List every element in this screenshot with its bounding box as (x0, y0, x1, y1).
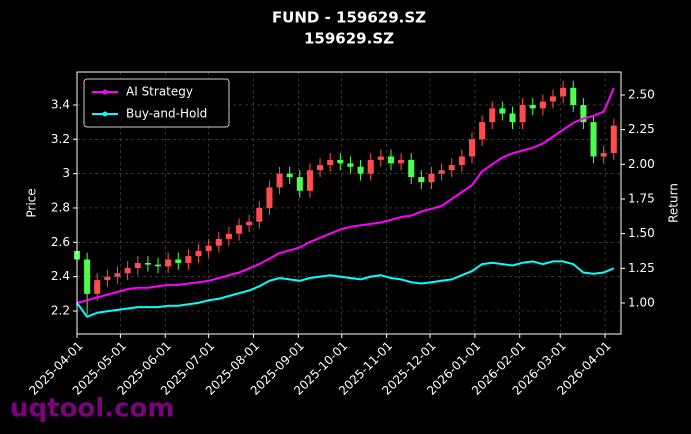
candle-body (266, 187, 273, 208)
y2-axis-label: Return (667, 183, 681, 223)
candle-body (246, 221, 253, 226)
candle-body (347, 163, 354, 167)
candle-body (154, 264, 162, 267)
candle-body (489, 108, 496, 123)
legend-marker (102, 89, 108, 95)
y-tick-label: 3 (62, 166, 70, 180)
candle-body (236, 225, 243, 234)
candle-body (144, 262, 151, 265)
candle-body (509, 113, 516, 123)
candle-body (408, 159, 415, 178)
candle-body (590, 122, 597, 157)
y2-tick-label: 2.50 (628, 88, 655, 102)
candle-body (610, 125, 617, 154)
candle-body (357, 166, 364, 174)
candle-body (580, 104, 587, 123)
candle-body (479, 122, 486, 140)
legend-box (83, 78, 230, 128)
candle-body (377, 156, 384, 160)
candle-body (317, 165, 324, 171)
candle-body (539, 101, 546, 109)
candle-body (296, 177, 303, 191)
candle-body (448, 165, 455, 171)
legend-label: Buy-and-Hold (126, 107, 207, 121)
candle-body (560, 87, 567, 97)
y2-tick-label: 1.25 (628, 261, 655, 275)
candle-body (327, 159, 334, 166)
y2-tick-label: 1.50 (628, 226, 655, 240)
candle-body (165, 259, 172, 267)
candle-body (215, 238, 222, 246)
candle-body (458, 156, 465, 166)
candle-body (428, 173, 435, 183)
legend-label: AI Strategy (126, 85, 193, 99)
candle-body (175, 259, 182, 263)
candle-body (529, 104, 536, 109)
candle-body (398, 159, 405, 164)
y-tick-label: 2.8 (51, 200, 70, 214)
candle-body (519, 104, 526, 123)
candle-body (114, 273, 121, 277)
candle-body (549, 96, 557, 102)
y2-tick-label: 2.00 (628, 157, 655, 171)
y2-tick-label: 2.25 (628, 122, 655, 136)
candle-body (418, 177, 425, 183)
candle-body (195, 250, 202, 257)
candle-body (185, 256, 192, 263)
candle-body (367, 159, 374, 174)
candle-body (84, 259, 91, 294)
y-tick-label: 2.6 (51, 235, 70, 249)
series-line (76, 87, 615, 304)
chart-subtitle: 159629.SZ (304, 30, 394, 48)
plot-frame (76, 71, 622, 335)
candle-body (499, 108, 506, 114)
candle-body (286, 173, 293, 178)
candle-body (104, 276, 111, 281)
y2-tick-label: 1.00 (628, 295, 655, 309)
legend-marker (102, 111, 108, 117)
candle-body (570, 87, 577, 105)
candle-body (276, 173, 283, 188)
y-tick-label: 2.2 (51, 303, 70, 317)
y-tick-label: 2.4 (51, 269, 70, 283)
candle-body (468, 139, 476, 157)
y-tick-label: 3.2 (51, 132, 70, 146)
candle-body (600, 153, 607, 157)
candle-body (124, 268, 131, 274)
candle-body (438, 170, 445, 174)
candle-body (337, 159, 344, 164)
series-line (76, 260, 615, 319)
candle-body (94, 280, 101, 294)
candle-body (205, 245, 212, 251)
candle-body (387, 156, 394, 164)
chart-title: FUND - 159629.SZ (272, 9, 426, 27)
candle-body (225, 233, 232, 239)
watermark: uqtool.com (10, 394, 174, 424)
candle-body (256, 207, 263, 222)
candle-body (134, 262, 141, 269)
candle-body (306, 170, 313, 191)
y-tick-label: 3.4 (51, 97, 70, 111)
y-axis-label: Price (25, 188, 39, 217)
y2-tick-label: 1.75 (628, 191, 655, 205)
